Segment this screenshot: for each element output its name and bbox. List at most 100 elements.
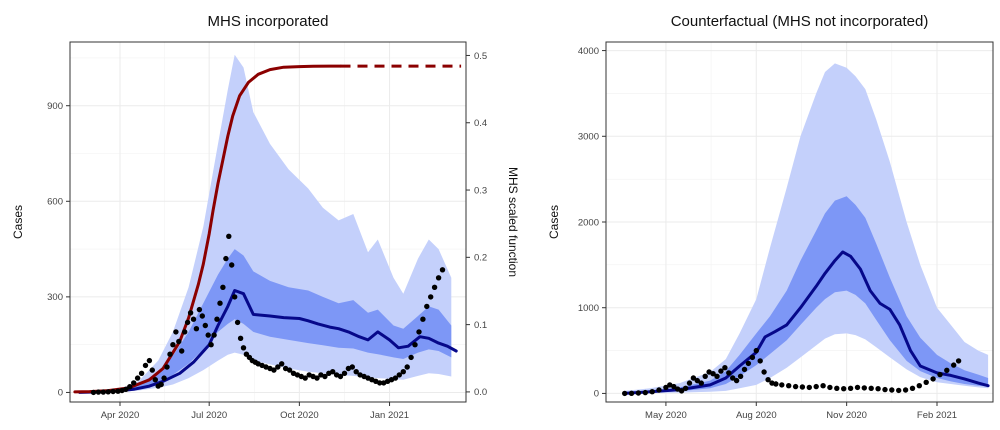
observed-point <box>337 373 344 380</box>
observed-point <box>115 388 121 394</box>
observed-point <box>158 381 164 388</box>
observed-point <box>90 389 97 396</box>
observed-point <box>827 384 833 391</box>
observed-point <box>937 371 943 378</box>
observed-point <box>220 284 226 290</box>
observed-point <box>678 388 685 394</box>
observed-point <box>955 358 962 364</box>
observed-point <box>271 367 277 373</box>
x-tick-label: Feb 2021 <box>917 410 957 421</box>
observed-point <box>779 382 785 388</box>
series-median <box>623 250 990 395</box>
observed-point <box>179 348 185 354</box>
observed-point <box>439 267 446 273</box>
observed-point <box>196 306 203 313</box>
chart-counterfactual: 0 1000 2000 3000 4000 May 2020 Aug 2020 Nov 202… <box>547 13 994 421</box>
plot-border <box>69 41 467 403</box>
observed-point <box>737 373 744 379</box>
observed-point <box>302 375 308 381</box>
observed-point <box>902 387 909 393</box>
observed-point <box>161 375 167 381</box>
observed-point <box>199 313 205 319</box>
observed-point <box>792 383 799 390</box>
observed-point <box>110 388 116 395</box>
observed-point <box>193 326 200 332</box>
observed-point <box>173 329 179 335</box>
observed-point <box>330 369 336 375</box>
observed-point <box>100 389 107 395</box>
observed-point <box>164 364 170 370</box>
observed-point <box>170 342 176 348</box>
observed-point <box>702 373 708 379</box>
observed-point <box>861 385 867 391</box>
observed-point <box>749 354 756 361</box>
observed-point <box>854 384 861 391</box>
observed-point <box>628 390 635 396</box>
observed-point <box>134 375 141 381</box>
y-tick-label: 0 <box>58 388 63 399</box>
observed-point <box>733 377 740 384</box>
observed-point <box>211 332 217 338</box>
observed-point <box>847 385 854 391</box>
observed-point <box>127 384 133 390</box>
observed-point <box>214 316 220 322</box>
observed-point <box>656 387 662 393</box>
observed-point <box>799 384 806 390</box>
observed-point <box>176 338 182 345</box>
observed-point <box>240 345 247 351</box>
observed-point <box>834 385 840 391</box>
observed-point <box>123 386 129 392</box>
observed-point <box>686 380 693 386</box>
observed-point <box>138 370 145 376</box>
observed-point <box>131 380 137 386</box>
y2-tick-label: 0.5 <box>474 51 487 62</box>
x-tick-label: Nov 2020 <box>826 410 867 421</box>
y2-tick-label: 0.2 <box>474 253 487 264</box>
observed-point <box>167 351 173 357</box>
observed-point <box>420 316 426 322</box>
observed-point <box>105 389 111 395</box>
observed-point <box>682 385 689 391</box>
observed-point <box>726 370 732 376</box>
observed-point <box>868 385 874 391</box>
observed-point <box>217 300 223 306</box>
y2-tick-label: 0.3 <box>474 185 487 196</box>
data-layer <box>73 54 462 396</box>
observed-point <box>226 233 232 239</box>
y-tick-label: 900 <box>47 101 63 112</box>
observed-point <box>431 284 438 290</box>
observed-point <box>761 369 767 375</box>
observed-point <box>916 383 922 389</box>
x-tick-label: Apr 2020 <box>101 410 140 421</box>
observed-point <box>909 385 916 391</box>
x-tick-label: Jan 2021 <box>370 410 409 421</box>
observed-point <box>722 365 728 371</box>
y2-axis-label: MHS scaled function <box>506 167 520 277</box>
observed-point <box>671 383 677 390</box>
observed-point <box>286 367 293 373</box>
observed-point <box>765 377 771 383</box>
chart-title: MHS incorporated <box>208 13 329 30</box>
observed-point <box>208 342 214 348</box>
observed-point <box>718 368 724 374</box>
observed-point <box>314 375 320 381</box>
observed-point <box>435 275 442 281</box>
observed-point <box>635 390 642 396</box>
observed-point <box>279 361 285 367</box>
observed-point <box>424 303 430 310</box>
observed-point <box>232 294 238 300</box>
observed-point <box>404 364 410 370</box>
y-tick-label: 600 <box>47 197 63 208</box>
observed-point <box>710 371 716 377</box>
series-observed <box>90 233 446 396</box>
observed-point <box>730 375 736 381</box>
series-median <box>78 289 458 394</box>
y-tick-label: 3000 <box>578 132 599 143</box>
y2-tick-label: 0.0 <box>474 387 487 398</box>
observed-point <box>152 377 158 383</box>
data-layer <box>622 63 990 397</box>
observed-point <box>882 386 888 393</box>
y-tick-label: 1000 <box>578 303 599 314</box>
observed-point <box>142 362 149 369</box>
observed-point <box>234 319 241 326</box>
